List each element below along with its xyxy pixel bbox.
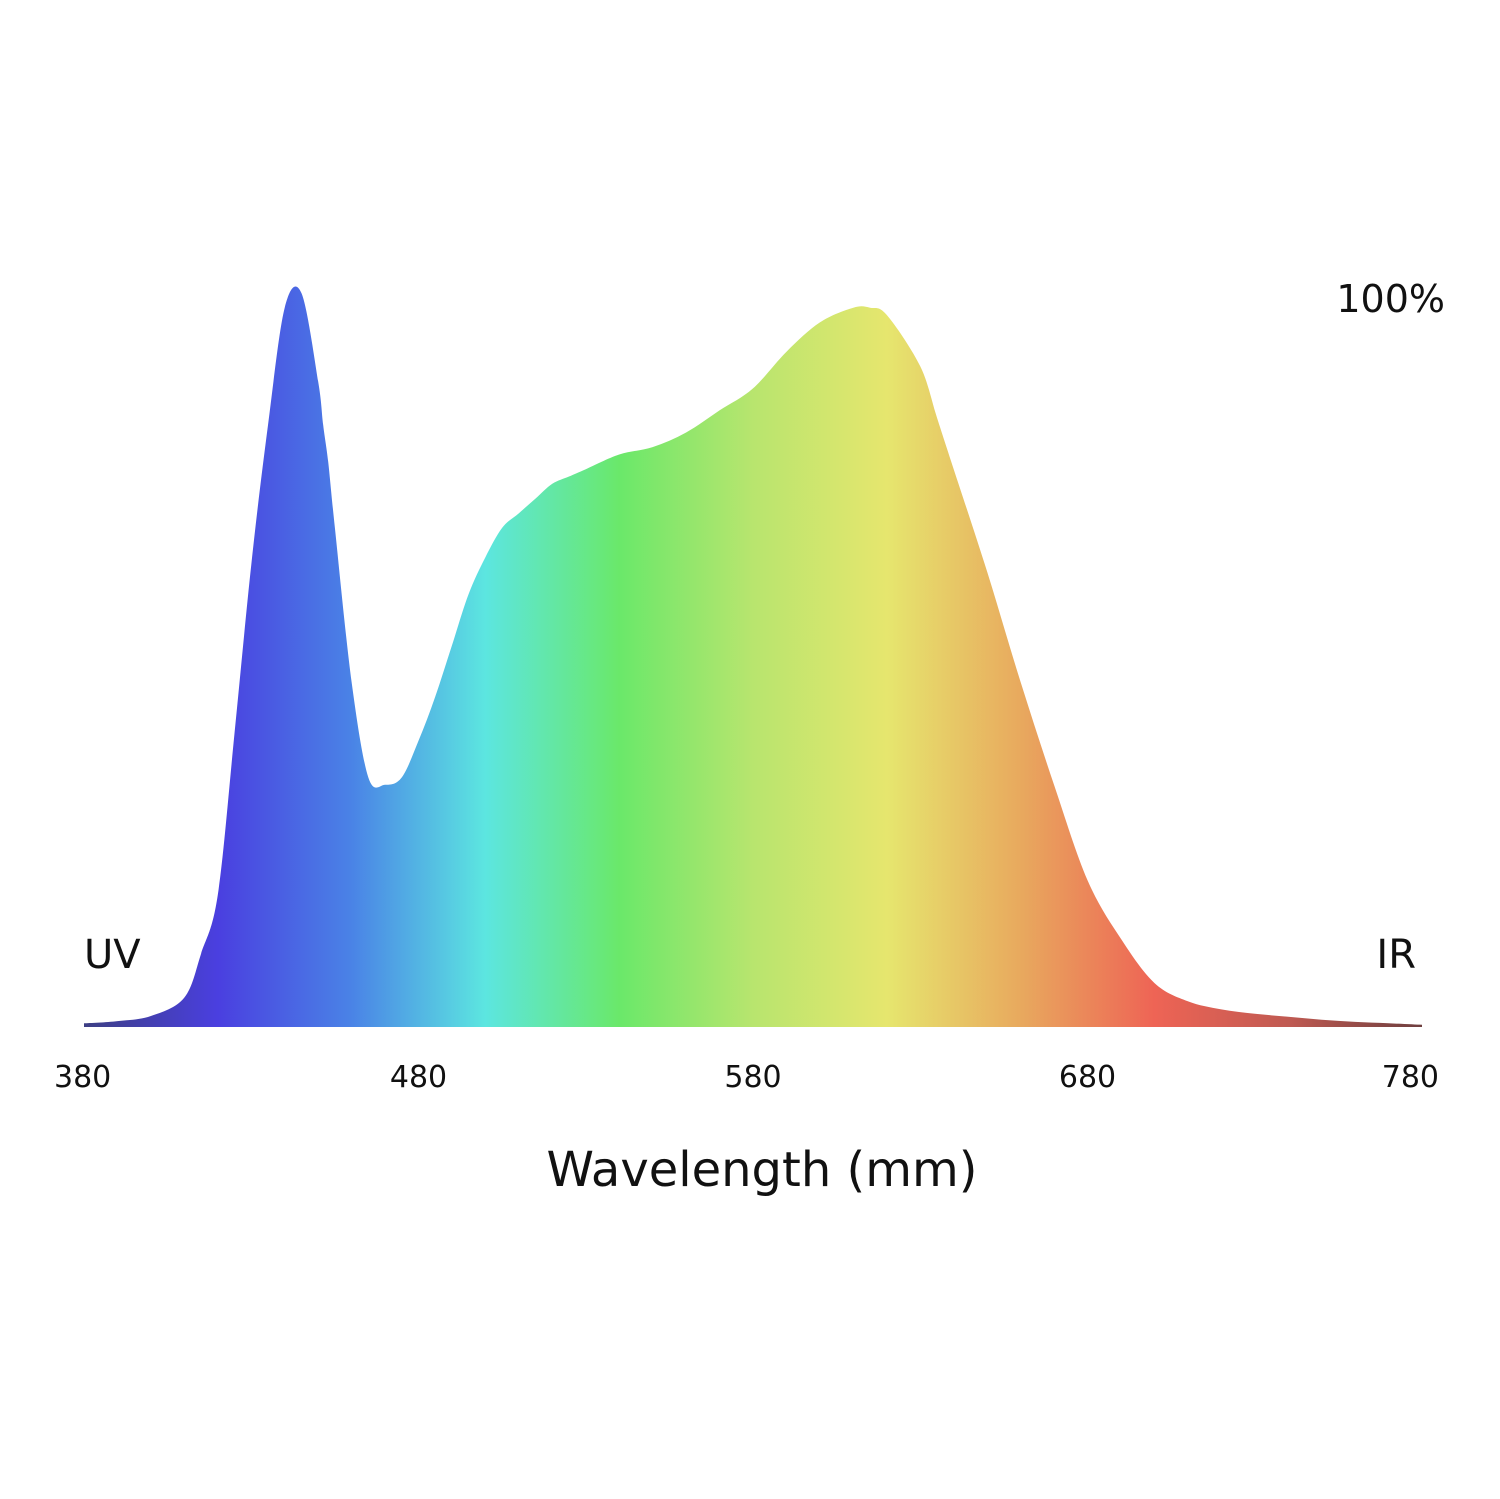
x-tick-label: 780 bbox=[1382, 1060, 1439, 1095]
max-percent-label: 100% bbox=[1336, 277, 1445, 321]
x-tick-label: 680 bbox=[1059, 1060, 1116, 1095]
x-tick-labels: 380 480 580 680 780 bbox=[54, 1060, 1439, 1095]
x-tick-label: 580 bbox=[724, 1060, 781, 1095]
spectrum-area bbox=[84, 286, 1422, 1027]
x-axis-title: Wavelength (mm) bbox=[547, 1142, 978, 1198]
x-tick-label: 380 bbox=[54, 1060, 111, 1095]
ir-label: IR bbox=[1376, 932, 1416, 978]
uv-label: UV bbox=[84, 932, 141, 978]
x-tick-label: 480 bbox=[390, 1060, 447, 1095]
